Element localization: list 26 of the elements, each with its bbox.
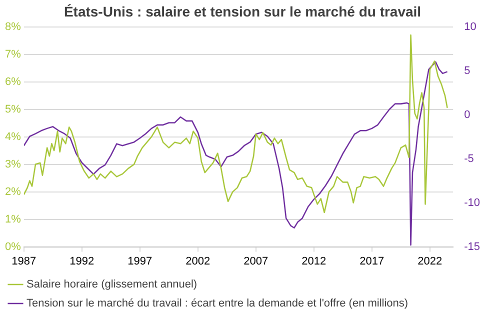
legend-label: Salaire horaire (glissement annuel) — [26, 278, 198, 291]
y-tick-label: 1% — [4, 213, 22, 226]
y2-tick-label: -5 — [464, 152, 474, 165]
x-tick-label: 2012 — [302, 255, 326, 268]
y-tick-label: 2% — [4, 186, 22, 198]
x-tick-label: 2017 — [360, 255, 384, 268]
x-tick-label: 1987 — [12, 255, 36, 268]
y-tick-label: 8% — [4, 20, 22, 33]
y2-tick-label: 5 — [464, 64, 470, 77]
x-tick-label: 2007 — [244, 255, 268, 268]
y2-tick-label: 0 — [464, 108, 470, 121]
y2-tick-label: -10 — [464, 196, 480, 209]
y2-tick-label: -15 — [464, 240, 480, 253]
y-tick-label: 6% — [4, 76, 22, 88]
y2-tick-label: 10 — [464, 20, 476, 33]
x-tick-label: 1997 — [128, 255, 152, 268]
legend-label: Tension sur le marché du travail : écart entre la demande et l'offre (en millions) — [26, 298, 408, 310]
x-tick-label: 2002 — [186, 255, 210, 268]
x-tick-label: 2022 — [418, 255, 442, 268]
y-tick-label: 0% — [4, 240, 22, 253]
chart-title: États-Unis : salaire et tension sur le marché du travail — [64, 3, 422, 20]
y-tick-label: 7% — [4, 48, 22, 60]
y-tick-label: 5% — [4, 103, 22, 116]
y-tick-label: 4% — [4, 130, 22, 143]
y-tick-label: 3% — [4, 158, 22, 170]
x-tick-label: 1992 — [70, 255, 94, 268]
